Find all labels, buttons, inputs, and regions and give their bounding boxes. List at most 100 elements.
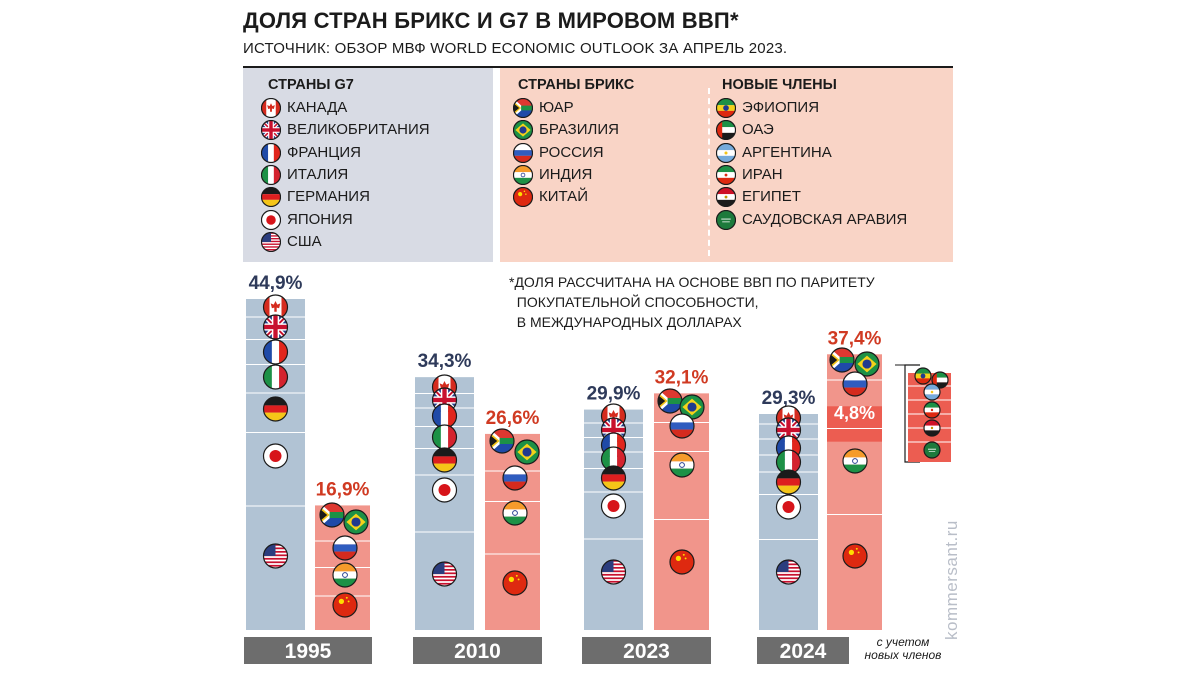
legend-g7-item: ЯПОНИЯ <box>261 209 353 230</box>
legend-g7-item-label: КАНАДА <box>287 99 348 116</box>
legend-new-item: ЭФИОПИЯ <box>716 98 819 118</box>
brics-value-label: 16,9% <box>316 479 370 500</box>
china-flag-icon <box>502 570 528 596</box>
legend-new-item-label: АРГЕНТИНА <box>742 143 832 161</box>
france-flag-icon <box>262 339 289 365</box>
chart-title: ДОЛЯ СТРАН БРИКС И G7 В МИРОВОМ ВВП* <box>243 8 739 33</box>
germany-flag-icon <box>431 447 458 473</box>
japan-flag-icon <box>775 494 802 520</box>
legend-g7-item: ИТАЛИЯ <box>261 164 349 185</box>
brics-bar <box>827 354 882 630</box>
india-flag-icon <box>332 562 358 588</box>
usa-flag-icon <box>600 559 627 585</box>
year-label: 2024 <box>780 640 827 663</box>
legend-new-item-label: ЕГИПЕТ <box>742 188 801 206</box>
legend-g7-item: США <box>261 231 322 252</box>
legend-g7-item: КАНАДА <box>261 98 347 118</box>
argentina-flag-icon <box>923 383 941 401</box>
footnote: *ДОЛЯ РАССЧИТАНА НА ОСНОВЕ ВВП ПО ПАРИТЕ… <box>509 274 875 330</box>
brics-value-label: 32,1% <box>655 367 709 388</box>
india-flag-icon <box>842 448 868 474</box>
legend-new-heading: НОВЫЕ ЧЛЕНЫ <box>722 77 837 93</box>
legend-new-item: ОАЭ <box>716 120 774 141</box>
south-africa-flag-icon <box>319 502 345 528</box>
legend-brics-heading: СТРАНЫ БРИКС <box>518 77 635 93</box>
japan-flag-icon <box>600 493 627 519</box>
china-flag-icon <box>842 543 868 569</box>
top-rule <box>243 66 953 68</box>
uae-flag-icon <box>931 371 949 389</box>
japan-flag-icon <box>262 443 289 469</box>
uk-flag-icon <box>261 120 281 141</box>
year-bar <box>582 637 711 664</box>
legend-brics-item-label: РОССИЯ <box>539 143 604 161</box>
france-flag-icon <box>431 403 458 429</box>
watermark: kommersant.ru <box>942 520 961 640</box>
india-flag-icon <box>513 164 533 185</box>
china-flag-icon <box>332 592 358 618</box>
south-africa-flag-icon <box>829 347 855 373</box>
legend-g7-panel <box>243 68 493 262</box>
uae-flag-icon <box>716 120 736 141</box>
legend-g7-item-label: ИТАЛИЯ <box>287 165 349 183</box>
legend-brics-item: РОССИЯ <box>513 142 604 163</box>
legend-brics-item: КИТАЙ <box>513 187 588 208</box>
legend-new-item: ЕГИПЕТ <box>716 187 801 208</box>
legend-g7-item-label: ВЕЛИКОБРИТАНИЯ <box>287 121 430 139</box>
new-members-segment <box>827 406 882 442</box>
italy-flag-icon <box>262 364 289 390</box>
russia-flag-icon <box>332 535 358 561</box>
brazil-flag-icon <box>679 394 705 420</box>
legend-g7-heading: СТРАНЫ G7 <box>268 77 354 93</box>
egypt-flag-icon <box>923 419 941 437</box>
uk-flag-icon <box>262 314 289 340</box>
germany-flag-icon <box>262 396 289 422</box>
brazil-flag-icon <box>343 509 369 535</box>
germany-flag-icon <box>261 187 281 208</box>
legend-brics-item-label: КИТАЙ <box>539 188 588 206</box>
year-note: с учетом новых членов <box>864 635 942 662</box>
russia-flag-icon <box>669 413 695 439</box>
g7-value-label: 29,9% <box>587 384 641 405</box>
usa-flag-icon <box>262 543 289 569</box>
legend-brics-item-label: ЮАР <box>539 99 574 116</box>
legend-g7-item-label: ГЕРМАНИЯ <box>287 188 370 206</box>
iran-flag-icon <box>923 401 941 419</box>
legend-new-item: АРГЕНТИНА <box>716 142 832 163</box>
germany-flag-icon <box>600 465 627 491</box>
legend-g7-item: ГЕРМАНИЯ <box>261 187 370 208</box>
year-label: 1995 <box>285 640 332 663</box>
legend-brics-item: ЮАР <box>513 98 574 118</box>
brazil-flag-icon <box>854 351 880 377</box>
legend-new-item: ИРАН <box>716 164 783 185</box>
germany-flag-icon <box>775 469 802 495</box>
legend-g7-item: ВЕЛИКОБРИТАНИЯ <box>261 120 430 141</box>
canada-flag-icon <box>261 98 281 118</box>
g7-value-label: 29,3% <box>762 388 816 409</box>
year-label: 2023 <box>623 640 670 663</box>
south-africa-flag-icon <box>513 98 533 118</box>
india-flag-icon <box>669 452 695 478</box>
legend-brics-item-label: БРАЗИЛИЯ <box>539 121 619 139</box>
legend-brics-item: ИНДИЯ <box>513 164 593 185</box>
legend-new-item-label: САУДОВСКАЯ АРАВИЯ <box>742 210 908 228</box>
legend-brics-item: БРАЗИЛИЯ <box>513 120 619 141</box>
china-flag-icon <box>669 549 695 575</box>
china-flag-icon <box>513 187 533 208</box>
legend-g7-item-label: ФРАНЦИЯ <box>287 143 361 161</box>
japan-flag-icon <box>261 209 281 230</box>
year-bar <box>757 637 849 664</box>
ethiopia-flag-icon <box>716 98 736 118</box>
legend-new-item: САУДОВСКАЯ АРАВИЯ <box>716 209 908 230</box>
india-flag-icon <box>502 500 528 526</box>
japan-flag-icon <box>431 477 458 503</box>
brazil-flag-icon <box>513 120 533 141</box>
egypt-flag-icon <box>716 187 736 208</box>
legend-new-item-label: ОАЭ <box>742 121 774 139</box>
legend-brics-item-label: ИНДИЯ <box>539 165 593 183</box>
russia-flag-icon <box>513 142 533 163</box>
italy-flag-icon <box>261 164 281 185</box>
g7-value-label: 44,9% <box>249 273 303 294</box>
year-bar <box>244 637 372 664</box>
